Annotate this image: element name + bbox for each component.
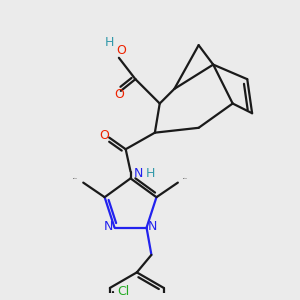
Text: O: O xyxy=(114,88,124,101)
Text: N: N xyxy=(148,220,157,233)
Text: O: O xyxy=(116,44,126,56)
Text: H: H xyxy=(104,36,114,49)
Text: methyl: methyl xyxy=(183,178,188,179)
Text: Cl: Cl xyxy=(117,285,130,298)
Text: methyl: methyl xyxy=(73,178,78,179)
Text: O: O xyxy=(99,129,109,142)
Text: N: N xyxy=(134,167,143,180)
Text: H: H xyxy=(145,167,155,180)
Text: N: N xyxy=(104,220,113,233)
